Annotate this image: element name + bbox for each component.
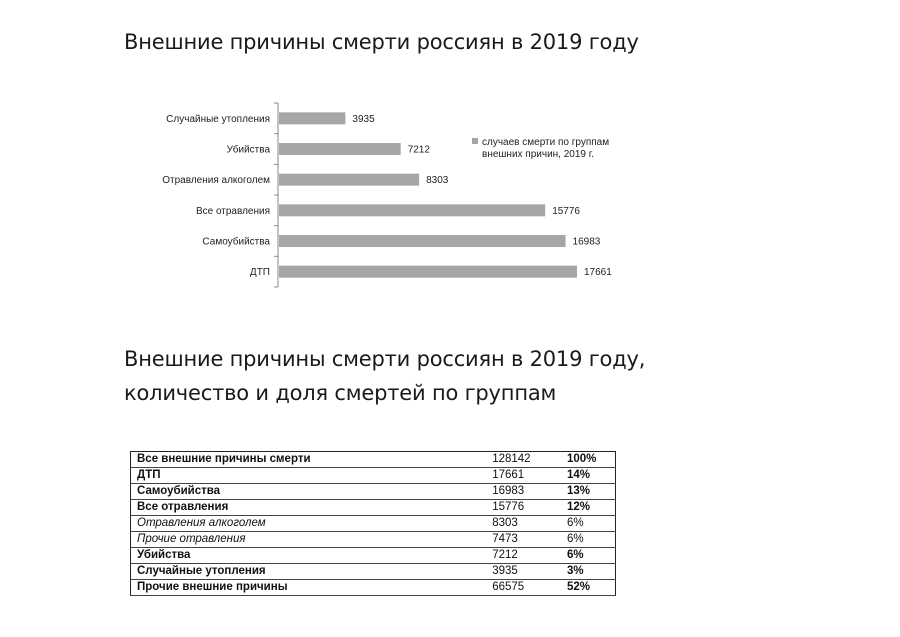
share-cell: 14% [560,467,616,484]
count-cell: 3935 [486,563,561,580]
legend-swatch [472,138,478,144]
cause-cell: Случайные утопления [130,563,487,580]
data-label: 15776 [552,206,580,217]
cause-cell: ДТП [130,467,487,484]
table-row: Прочие внешние причины 66575 52% [130,579,616,596]
table-row: Самоубийства 16983 13% [130,483,616,500]
share-cell: 52% [560,579,616,596]
bar [279,112,346,125]
share-cell: 6% [560,531,616,548]
bar-chart: Случайные утопления 3935 Убийства 7212 Отрав… [162,102,612,288]
cause-cell: Отравления алкоголем [130,515,487,532]
bar [279,173,420,186]
table-row: Прочие отравления 7473 6% [130,531,616,548]
chart-title: Внешние причины смерти россиян в 2019 го… [124,30,639,54]
cause-cell: Все внешние причины смерти [130,451,487,468]
chart-legend: случаев смерти по группам внешних причин… [472,137,632,160]
count-cell: 15776 [486,499,561,516]
bar [279,204,546,217]
data-label: 17661 [584,267,612,278]
share-cell: 3% [560,563,616,580]
data-label: 8303 [426,175,449,186]
cause-cell: Прочие внешние причины [130,579,487,596]
share-cell: 6% [560,515,616,532]
cause-cell: Самоубийства [130,483,487,500]
causes-table: Все внешние причины смерти 128142 100% ДТП 1… [130,451,616,596]
count-cell: 7473 [486,531,561,548]
category-label: Отравления алкоголем [162,175,270,186]
count-cell: 128142 [486,451,561,468]
category-label: ДТП [250,267,270,278]
category-label: Все отравления [196,206,270,217]
legend-line-1: случаев смерти по группам [482,137,610,148]
bar [279,235,566,247]
count-cell: 66575 [486,579,561,596]
table-title-line-1: Внешние причины смерти россиян в 2019 го… [124,347,646,371]
count-cell: 17661 [486,467,561,484]
category-label: Случайные утопления [166,114,270,125]
category-label: Самоубийства [202,236,270,248]
table-row: Все внешние причины смерти 128142 100% [130,451,616,468]
count-cell: 16983 [486,483,561,500]
share-cell: 6% [560,547,616,564]
table-row: Все отравления 15776 12% [130,499,616,516]
cause-cell: Убийства [130,547,487,564]
share-cell: 13% [560,483,616,500]
count-cell: 8303 [486,515,561,532]
bar [279,265,577,278]
table-row: Убийства 7212 6% [130,547,616,564]
bar [279,143,401,155]
data-label: 3935 [352,114,375,125]
table-row: ДТП 17661 14% [130,467,616,484]
category-label: Убийства [227,144,271,156]
data-label: 7212 [408,145,431,156]
cause-cell: Прочие отравления [130,531,487,548]
legend-line-2: внешних причин, 2019 г. [482,149,594,160]
table-title: Внешние причины смерти россиян в 2019 го… [124,342,645,410]
count-cell: 7212 [486,547,561,564]
table-title-line-2: количество и доля смертей по группам [124,381,557,405]
table-row: Отравления алкоголем 8303 6% [130,515,616,532]
cause-cell: Все отравления [130,499,487,516]
share-cell: 100% [560,451,616,468]
table-row: Случайные утопления 3935 3% [130,563,616,580]
data-label: 16983 [573,237,601,248]
share-cell: 12% [560,499,616,516]
